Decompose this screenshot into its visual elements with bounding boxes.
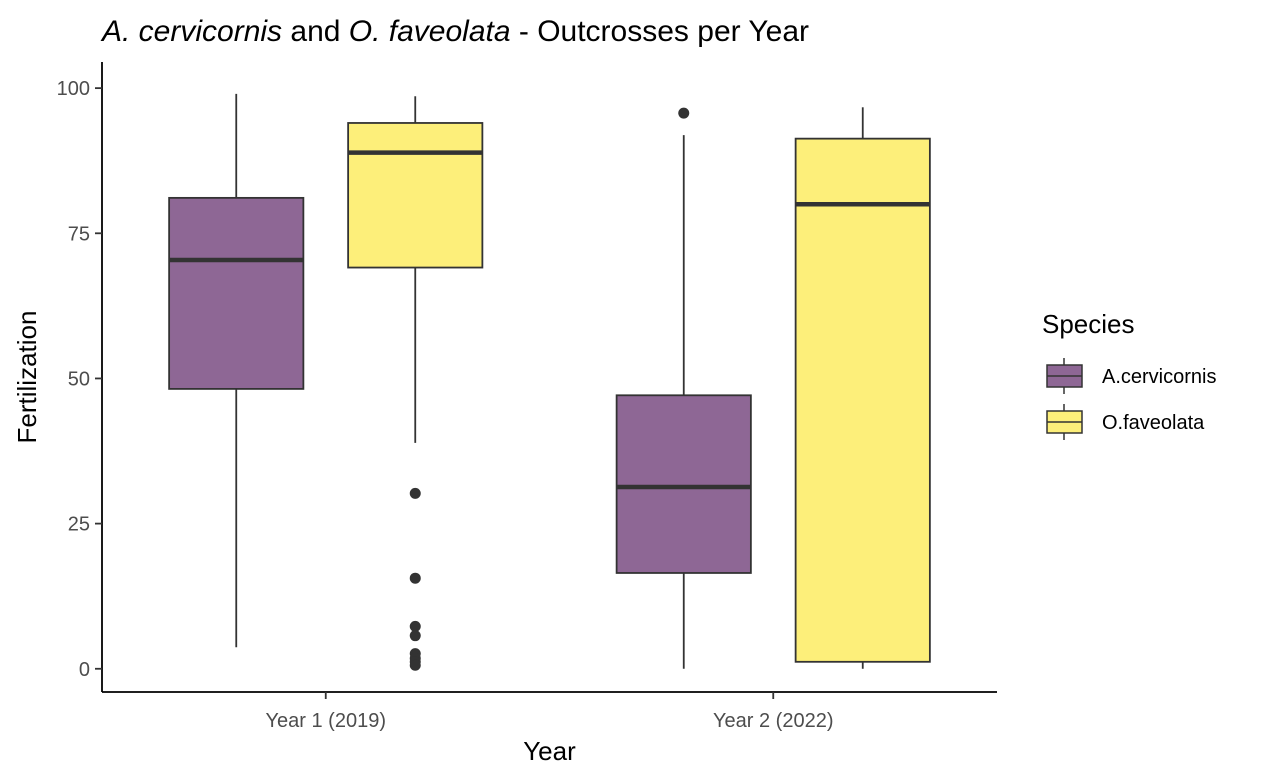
outlier-point (409, 630, 421, 642)
box-iqr (347, 122, 484, 269)
legend-label: O.faveolata (1102, 412, 1205, 434)
box-iqr (168, 196, 305, 390)
outlier-point (409, 620, 421, 632)
outlier-point (409, 572, 421, 584)
x-tick-label: Year 1 (2019) (266, 710, 386, 732)
legend-item-A.cervicornis: A.cervicornis (1046, 358, 1216, 394)
box-O.faveolata-Year 2 (2022) (794, 107, 931, 669)
chart-title: A. cervicornis and O. faveolata - Outcro… (100, 15, 809, 48)
box-iqr (615, 394, 752, 574)
legend: Species A.cervicornis O.faveolata (1042, 309, 1216, 440)
box-O.faveolata-Year 1 (2019) (347, 96, 484, 671)
axes: 0 25 50 75 100 Year 1 (2019) Year 2 (2022) Year… (12, 62, 997, 766)
plot-area (168, 93, 931, 671)
legend-title: Species (1042, 309, 1135, 339)
box-A.cervicornis-Year 2 (2022) (615, 107, 752, 669)
x-axis-title: Year (523, 736, 576, 766)
box-iqr (794, 137, 931, 663)
y-tick-label: 75 (68, 223, 90, 245)
outlier-point (678, 107, 690, 119)
legend-item-O.faveolata: O.faveolata (1046, 404, 1205, 440)
title-connector: and (282, 15, 349, 48)
outlier-point (409, 659, 421, 671)
x-tick-label: Year 2 (2022) (713, 710, 833, 732)
legend-label: A.cervicornis (1102, 366, 1216, 388)
y-axis-title: Fertilization (12, 311, 42, 444)
title-species-2: O. faveolata (349, 15, 511, 48)
y-tick-label: 25 (68, 514, 90, 536)
y-tick-label: 0 (79, 659, 90, 681)
outlier-point (409, 487, 421, 499)
title-suffix: - Outcrosses per Year (511, 15, 809, 48)
y-tick-label: 100 (57, 78, 90, 100)
y-tick-label: 50 (68, 368, 90, 390)
box-A.cervicornis-Year 1 (2019) (168, 93, 305, 648)
title-species-1: A. cervicornis (100, 15, 282, 48)
